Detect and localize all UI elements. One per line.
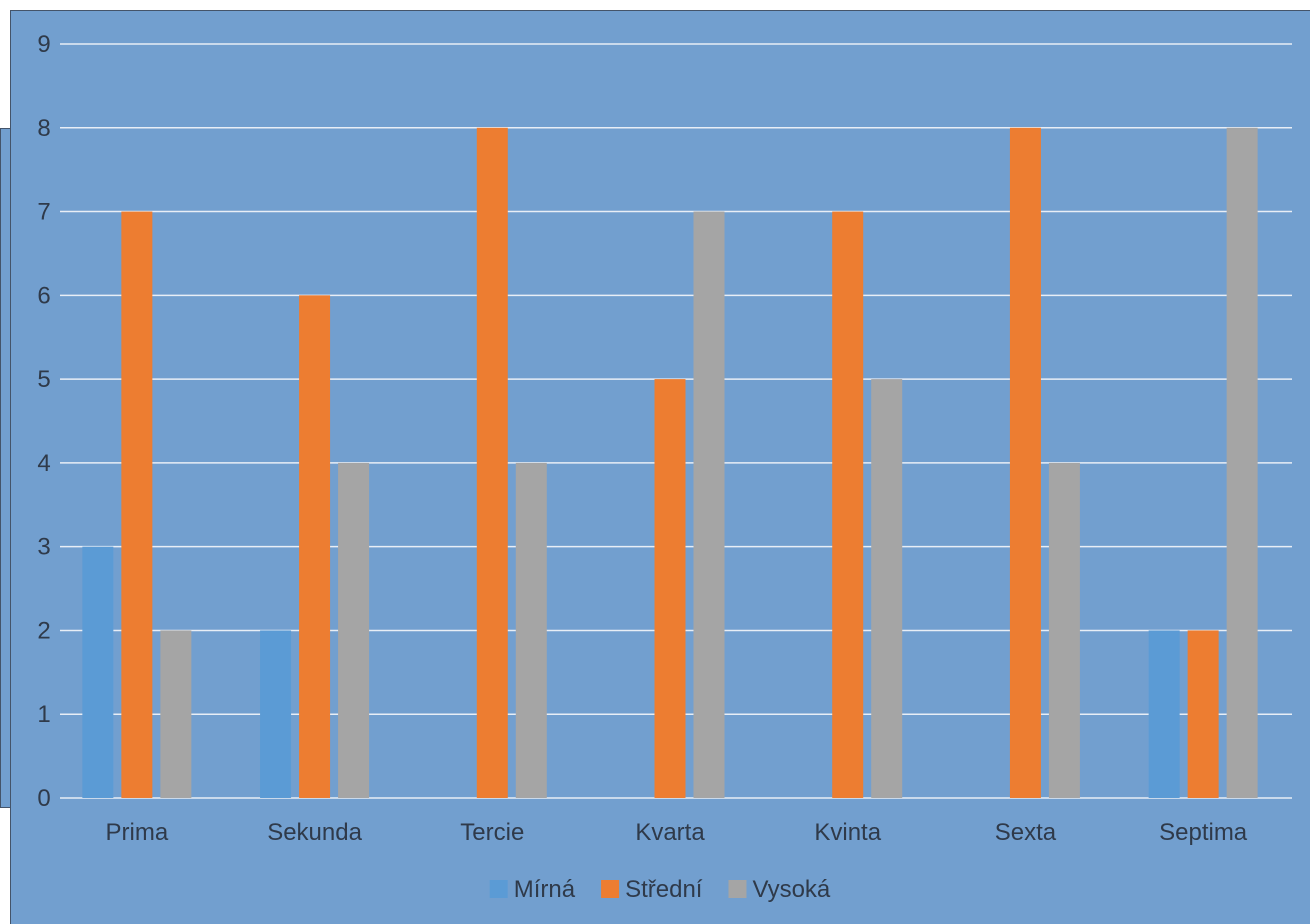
bars bbox=[82, 127, 1258, 799]
y-tick-label: 2 bbox=[37, 617, 50, 644]
y-tick-label: 6 bbox=[37, 282, 50, 309]
bar-Střední-Tercie bbox=[476, 127, 508, 799]
bar-Vysoká-Kvarta bbox=[693, 211, 725, 799]
x-tick-label: Sekunda bbox=[267, 819, 362, 846]
y-tick-label: 7 bbox=[37, 199, 50, 226]
x-tick-label: Kvarta bbox=[635, 819, 705, 846]
bar-Střední-Kvarta bbox=[654, 379, 686, 798]
bar-Vysoká-Sexta bbox=[1048, 462, 1080, 798]
legend-swatch bbox=[489, 880, 508, 898]
y-tick-label: 8 bbox=[37, 115, 50, 142]
legend-item: Vysoká bbox=[728, 876, 831, 903]
y-tick-label: 0 bbox=[37, 785, 50, 812]
bar-Střední-Septima bbox=[1187, 630, 1219, 798]
x-tick-label: Tercie bbox=[460, 819, 524, 846]
bar-Střední-Prima bbox=[121, 211, 153, 799]
x-tick-label: Sexta bbox=[995, 819, 1057, 846]
bar-Mírná-Septima bbox=[1148, 630, 1180, 798]
bar-Střední-Sekunda bbox=[299, 295, 331, 798]
bar-Vysoká-Tercie bbox=[515, 462, 547, 798]
legend-swatch bbox=[601, 880, 620, 898]
y-tick-label: 1 bbox=[37, 701, 50, 728]
bar-Vysoká-Septima bbox=[1226, 127, 1258, 799]
bar-Vysoká-Sekunda bbox=[338, 462, 370, 798]
y-tick-label: 3 bbox=[37, 534, 50, 561]
legend-label: Střední bbox=[625, 876, 703, 903]
bar-Střední-Sexta bbox=[1009, 127, 1041, 799]
y-tick-label: 4 bbox=[37, 450, 50, 477]
legend-item: Mírná bbox=[489, 876, 576, 903]
bar-Mírná-Sekunda bbox=[260, 630, 292, 798]
legend-label: Vysoká bbox=[752, 876, 830, 903]
y-tick-label: 5 bbox=[37, 366, 50, 393]
x-tick-label: Prima bbox=[106, 819, 169, 846]
y-axis-ticks: 0 1 2 3 4 5 6 7 8 9 bbox=[37, 31, 50, 812]
x-tick-label: Septima bbox=[1159, 819, 1248, 846]
legend-item: Střední bbox=[601, 876, 703, 903]
y-tick-label: 9 bbox=[37, 31, 50, 58]
legend-label: Mírná bbox=[514, 876, 576, 903]
bar-Vysoká-Kvinta bbox=[871, 379, 903, 798]
x-tick-label: Kvinta bbox=[814, 819, 881, 846]
bar-Vysoká-Prima bbox=[160, 630, 192, 798]
legend-swatch bbox=[728, 880, 747, 898]
bar-Mírná-Prima bbox=[82, 546, 114, 798]
bar-Střední-Kvinta bbox=[832, 211, 864, 799]
legend: Mírná Střední Vysoká bbox=[489, 876, 831, 903]
x-axis-ticks: Prima Sekunda Tercie Kvarta Kvinta Sexta Septi… bbox=[106, 819, 1248, 846]
